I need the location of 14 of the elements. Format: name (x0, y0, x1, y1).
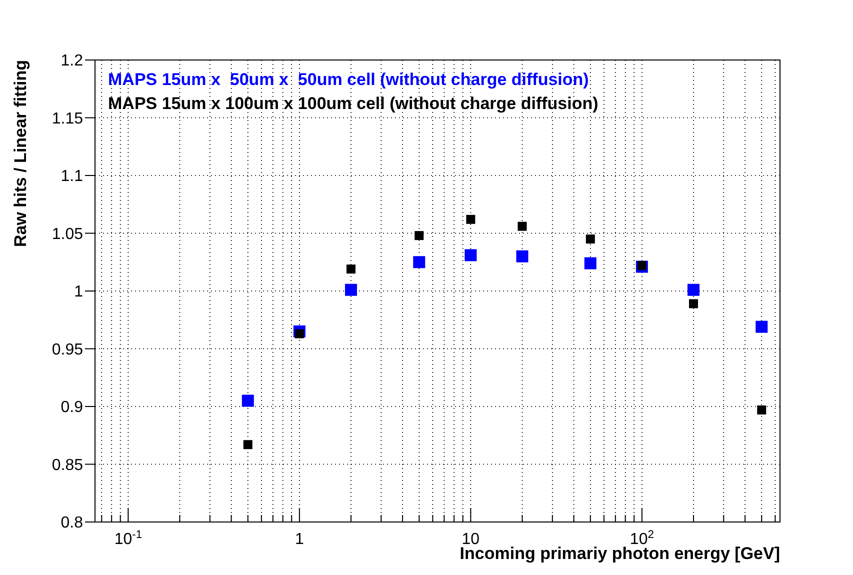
y-tick-label: 0.8 (60, 514, 84, 532)
x-tick-label: 1 (294, 531, 304, 548)
y-tick-label: 0.85 (52, 456, 84, 474)
text: MAPS 15um x 100um x 100um cell (without charge diffusion) (108, 93, 598, 115)
y-tick-label: 1.05 (52, 226, 84, 243)
y-tick-label: 1.1 (60, 168, 84, 186)
y-axis-title: Raw hits / Linear fitting (11, 60, 30, 248)
x-tick-label: 10$^{-1}$ (114, 529, 142, 548)
y-tick-label: 0.9 (60, 399, 84, 416)
y-tick-label: 1 (74, 284, 84, 301)
y-tick-label: 0.95 (52, 341, 84, 358)
y-tick-label: 1.2 (60, 52, 84, 70)
y-tick-label: 1.15 (52, 110, 84, 128)
text: MAPS 15um x 50um x 50um cell (without charge diffusion) (108, 69, 590, 91)
